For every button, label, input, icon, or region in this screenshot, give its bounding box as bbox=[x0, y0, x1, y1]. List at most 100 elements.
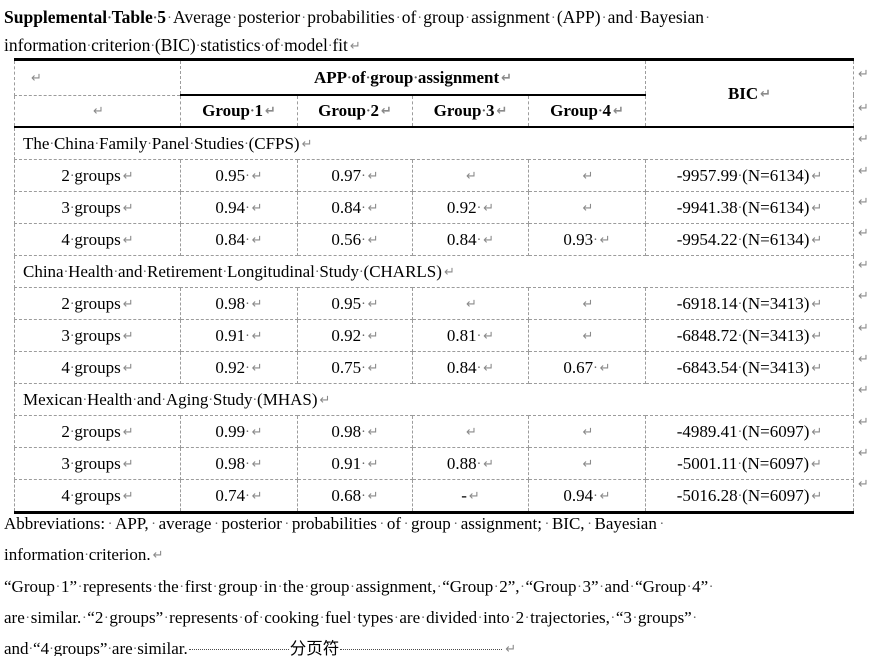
supplemental-table-5: ↵ APP·of·group·assignment ↵ BIC ↵ ↵ Group·… bbox=[13, 58, 855, 514]
table-row: 4·groups ↵ 0.74· ↵ 0.68· ↵ - ↵ 0.94· ↵ -5016.… bbox=[14, 479, 855, 513]
group1-header-cell[interactable]: Group·1 ↵ bbox=[180, 94, 298, 128]
app-value-cell[interactable]: 0.99· ↵ bbox=[180, 415, 298, 448]
group2-header-cell[interactable]: Group·2 ↵ bbox=[297, 94, 413, 128]
cell-end-mark: ↵ bbox=[93, 103, 104, 119]
space-dot: · bbox=[28, 642, 34, 656]
bic-value-cell[interactable]: -6843.54·(N=3413) ↵ bbox=[645, 351, 855, 384]
app-value-cell[interactable]: 0.74· ↵ bbox=[180, 479, 298, 513]
bic-value-cell[interactable]: -4989.41·(N=6097) ↵ bbox=[645, 415, 855, 448]
app-value: 0.67· bbox=[563, 357, 598, 377]
app-value-cell[interactable]: 0.98· ↵ bbox=[180, 447, 298, 480]
cell-end-mark: ↵ bbox=[468, 488, 480, 504]
app-value-cell[interactable]: 0.94· ↵ bbox=[527, 479, 647, 513]
header-empty-cell[interactable]: ↵ bbox=[14, 94, 181, 128]
row-label-cell[interactable]: 4·groups ↵ bbox=[14, 223, 181, 256]
cell-end-mark: ↵ bbox=[483, 200, 495, 216]
section-label-cell[interactable]: The·China·Family·Panel·Studies·(CFPS) ↵ bbox=[13, 126, 855, 160]
app-value-cell[interactable]: 0.56· ↵ bbox=[297, 223, 413, 256]
row-label-cell[interactable]: 2·groups ↵ bbox=[14, 159, 181, 192]
row-label-cell[interactable]: 4·groups ↵ bbox=[14, 479, 181, 513]
app-value-cell[interactable]: ↵ bbox=[412, 159, 529, 192]
app-value-cell[interactable]: 0.81· ↵ bbox=[412, 319, 529, 352]
abbreviations-note-line-2[interactable]: information·criterion. ↵ bbox=[4, 540, 866, 572]
row-label-cell[interactable]: 3·groups ↵ bbox=[14, 447, 181, 480]
row-label-cell[interactable]: 2·groups ↵ bbox=[14, 287, 181, 320]
end-of-row-mark: ↵ bbox=[858, 100, 869, 116]
space-dot: · bbox=[737, 360, 743, 376]
app-value-cell[interactable]: 0.84· ↵ bbox=[180, 223, 298, 256]
app-value-cell[interactable]: ↵ bbox=[527, 159, 647, 192]
row-label: 3·groups bbox=[61, 197, 121, 217]
bic-header-cell[interactable]: BIC ↵ bbox=[645, 59, 855, 128]
app-value-cell[interactable]: ↵ bbox=[527, 447, 647, 480]
bic-value-cell[interactable]: -5001.11·(N=6097) ↵ bbox=[645, 447, 855, 480]
cell-end-mark: ↵ bbox=[582, 168, 594, 184]
space-dot: · bbox=[737, 200, 743, 216]
bic-value-cell[interactable]: -9954.22·(N=6134) ↵ bbox=[645, 223, 855, 256]
group3-header-cell[interactable]: Group·3 ↵ bbox=[412, 94, 529, 128]
app-value-cell[interactable]: 0.97· ↵ bbox=[297, 159, 413, 192]
group4-header-cell[interactable]: Group·4 ↵ bbox=[527, 94, 647, 128]
app-value-cell[interactable]: 0.75· ↵ bbox=[297, 351, 413, 384]
section-label-cell[interactable]: Mexican·Health·and·Aging·Study·(MHAS) ↵ bbox=[13, 383, 855, 416]
table-row: 3·groups ↵ 0.91· ↵ 0.92· ↵ 0.81· ↵ ↵ -6848.7… bbox=[14, 319, 855, 352]
app-value-cell[interactable]: 0.95· ↵ bbox=[297, 287, 413, 320]
bic-value-cell[interactable]: -6848.72·(N=3413) ↵ bbox=[645, 319, 855, 352]
row-label-cell[interactable]: 3·groups ↵ bbox=[14, 191, 181, 224]
app-value-cell[interactable]: - ↵ bbox=[412, 479, 529, 513]
space-dot: · bbox=[347, 70, 352, 86]
app-value-cell[interactable]: 0.92· ↵ bbox=[412, 191, 529, 224]
app-value-cell[interactable]: 0.93· ↵ bbox=[527, 223, 647, 256]
row-label-cell[interactable]: 2·groups ↵ bbox=[14, 415, 181, 448]
abbreviations-note-line-1[interactable]: Abbreviations: · APP, · average · posterior · pr… bbox=[4, 509, 866, 540]
space-dot: · bbox=[245, 232, 250, 248]
page-title[interactable]: Supplemental·Table·5·Average·posterior·p… bbox=[4, 4, 866, 61]
app-value-cell[interactable]: 0.94· ↵ bbox=[180, 191, 298, 224]
group-definition-note-line-2[interactable]: are·similar.·“2·groups”·represents·of·co… bbox=[4, 603, 866, 634]
app-value-cell[interactable]: ↵ bbox=[412, 415, 529, 448]
app-value-cell[interactable]: 0.98· ↵ bbox=[297, 415, 413, 448]
bic-value-cell[interactable]: -6918.14·(N=3413) ↵ bbox=[645, 287, 855, 320]
section-label-cell[interactable]: China·Health·and·Retirement·Longitudinal… bbox=[13, 255, 855, 288]
end-of-row-mark: ↵ bbox=[858, 67, 869, 82]
app-value-cell[interactable]: 0.84· ↵ bbox=[412, 351, 529, 384]
bic-value-cell[interactable]: -5016.28·(N=6097) ↵ bbox=[645, 479, 855, 513]
app-value-cell[interactable]: 0.84· ↵ bbox=[297, 191, 413, 224]
app-value-cell[interactable]: ↵ bbox=[527, 191, 647, 224]
app-value-cell[interactable]: 0.92· ↵ bbox=[180, 351, 298, 384]
space-dot: · bbox=[476, 200, 482, 216]
app-value-cell[interactable]: 0.84· ↵ bbox=[412, 223, 529, 256]
end-of-row-mark: ↵ bbox=[858, 414, 869, 430]
app-value: 0.84· bbox=[446, 357, 482, 377]
cell-end-mark: ↵ bbox=[811, 200, 823, 216]
app-value-cell[interactable]: 0.68· ↵ bbox=[297, 479, 413, 513]
app-value-cell[interactable]: 0.67· ↵ bbox=[527, 351, 647, 384]
app-value-cell[interactable]: 0.95· ↵ bbox=[180, 159, 298, 192]
space-dot: · bbox=[361, 200, 366, 216]
app-value-cell[interactable]: 0.91· ↵ bbox=[297, 447, 413, 480]
row-label-cell[interactable]: 4·groups ↵ bbox=[14, 351, 181, 384]
row-label: 2·groups bbox=[61, 165, 121, 185]
bic-value-cell[interactable]: -9941.38·(N=6134) ↵ bbox=[645, 191, 855, 224]
cell-end-mark: ↵ bbox=[599, 232, 611, 248]
app-group-header-cell[interactable]: APP·of·group·assignment ↵ bbox=[179, 59, 647, 96]
app-value-cell[interactable]: ↵ bbox=[527, 287, 647, 320]
app-value-cell[interactable]: 0.98· ↵ bbox=[180, 287, 298, 320]
cell-end-mark: ↵ bbox=[582, 328, 594, 344]
space-dot: · bbox=[189, 136, 195, 152]
header-empty-cell[interactable]: ↵ bbox=[14, 59, 181, 96]
app-value-cell[interactable]: ↵ bbox=[527, 319, 647, 352]
app-value-cell[interactable]: 0.88· ↵ bbox=[412, 447, 529, 480]
app-value-cell[interactable]: 0.91· ↵ bbox=[180, 319, 298, 352]
bic-value-cell[interactable]: -9957.99·(N=6134) ↵ bbox=[645, 159, 855, 192]
app-value-cell[interactable]: ↵ bbox=[527, 415, 647, 448]
group-definition-note-line-3[interactable]: and·“4·groups”·are·similar. 分页符 ↵ bbox=[4, 634, 866, 656]
app-value-cell[interactable]: ↵ bbox=[412, 287, 529, 320]
app-value: 0.92· bbox=[331, 325, 366, 345]
app-value-cell[interactable]: 0.92· ↵ bbox=[297, 319, 413, 352]
space-dot: · bbox=[222, 264, 228, 280]
group-definition-note-line-1[interactable]: “Group·1”·represents·the·first·group·in·… bbox=[4, 572, 866, 603]
cell-end-mark: ↵ bbox=[483, 456, 495, 472]
row-label-cell[interactable]: 3·groups ↵ bbox=[14, 319, 181, 352]
cell-end-mark: ↵ bbox=[380, 104, 392, 119]
